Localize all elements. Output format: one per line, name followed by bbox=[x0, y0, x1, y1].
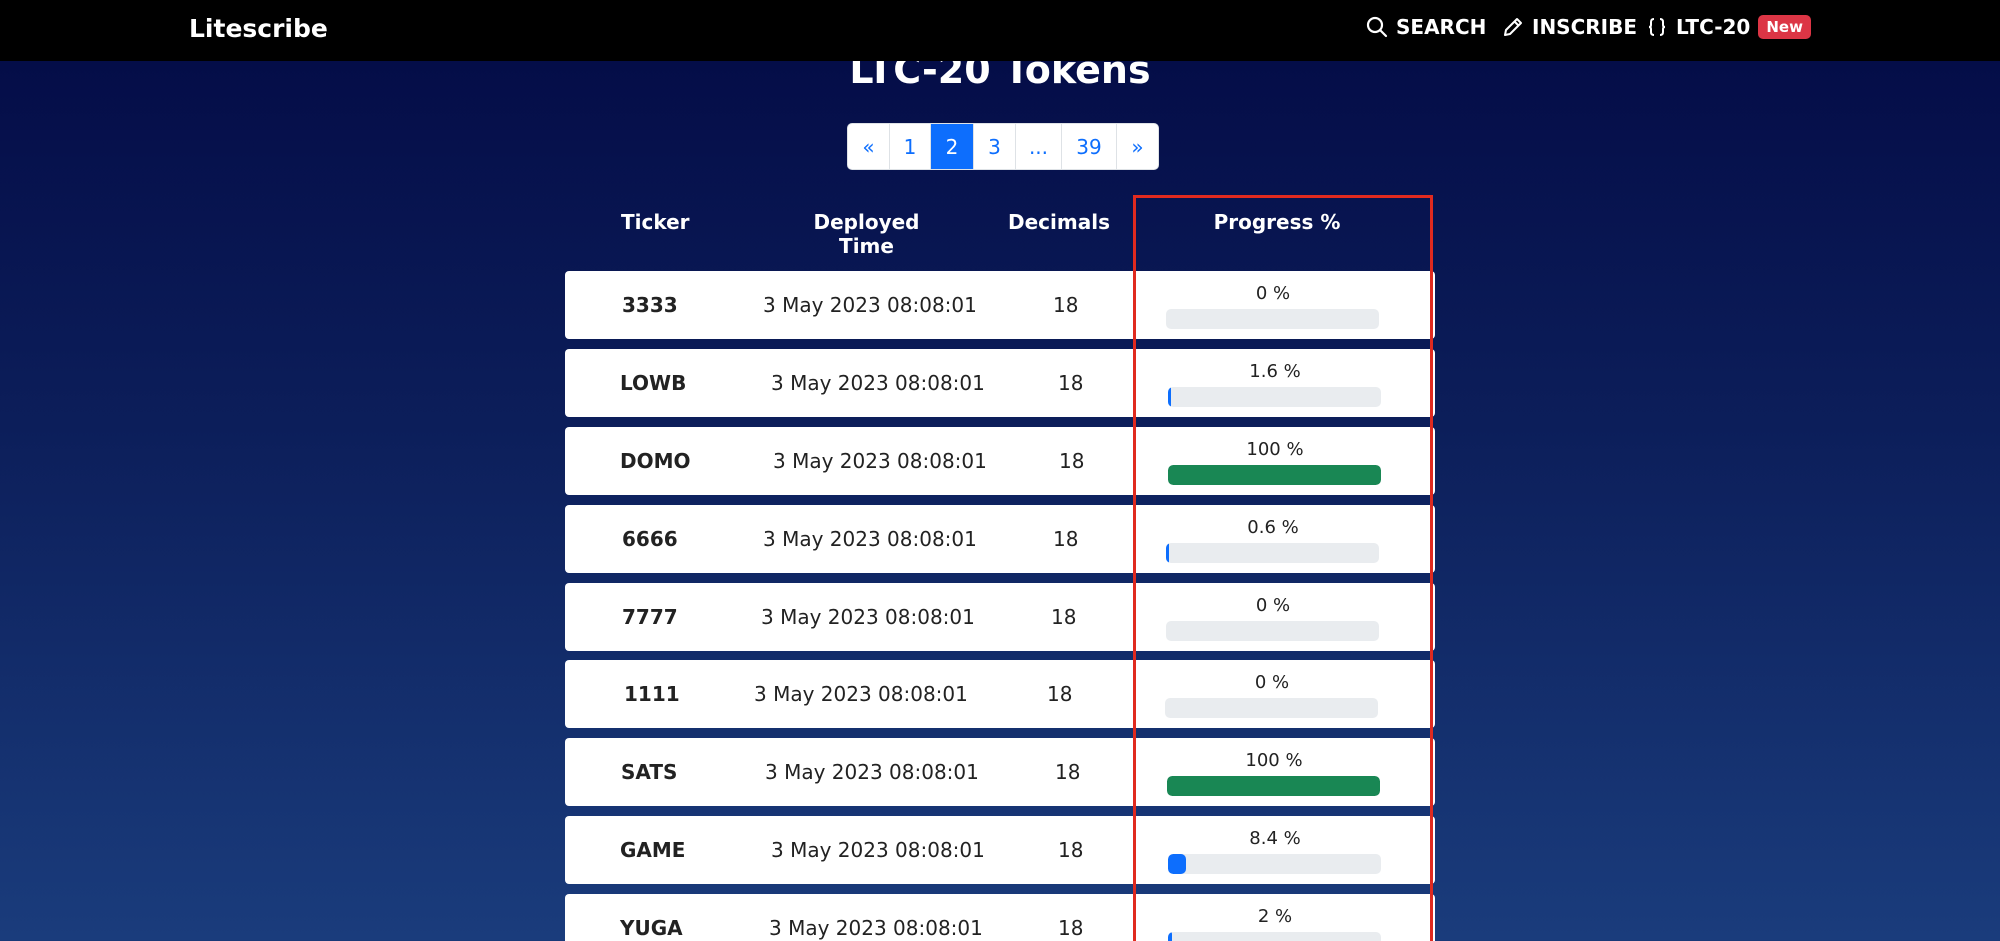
ticker-cell: DOMO bbox=[620, 449, 691, 473]
progress-bar bbox=[1168, 465, 1381, 485]
progress-bar bbox=[1168, 387, 1381, 407]
progress-label: 0 % bbox=[1254, 672, 1290, 693]
progress-bar-fill bbox=[1168, 932, 1173, 941]
progress-bar bbox=[1166, 621, 1379, 641]
deployed-time-cell: 3 May 2023 08:08:01 bbox=[771, 371, 985, 395]
progress-bar-fill bbox=[1167, 776, 1380, 796]
decimals-cell: 18 bbox=[1055, 760, 1081, 784]
ticker-cell: SATS bbox=[621, 760, 678, 784]
progress-label: 2 % bbox=[1257, 906, 1293, 927]
search-label: SEARCH bbox=[1396, 15, 1487, 39]
progress-bar-fill bbox=[1168, 387, 1172, 407]
table-row[interactable]: 7777 3 May 2023 08:08:01 18 0 % bbox=[565, 583, 1435, 651]
table-row[interactable]: SATS 3 May 2023 08:08:01 18 100 % bbox=[565, 738, 1435, 806]
progress-bar bbox=[1166, 543, 1379, 563]
table-row[interactable]: DOMO 3 May 2023 08:08:01 18 100 % bbox=[565, 427, 1435, 495]
brand-logo[interactable]: Litescribe bbox=[189, 14, 328, 43]
progress-label: 100 % bbox=[1246, 439, 1304, 460]
decimals-cell: 18 bbox=[1047, 682, 1073, 706]
inscribe-label: INSCRIBE bbox=[1532, 15, 1638, 39]
progress-label: 100 % bbox=[1245, 750, 1303, 771]
header-progress: Progress % bbox=[1213, 210, 1341, 234]
decimals-cell: 18 bbox=[1051, 605, 1077, 629]
deployed-time-cell: 3 May 2023 08:08:01 bbox=[754, 682, 968, 706]
ltc20-link[interactable]: LTC-20 New bbox=[1646, 15, 1811, 39]
deployed-time-cell: 3 May 2023 08:08:01 bbox=[773, 449, 987, 473]
decimals-cell: 18 bbox=[1053, 293, 1079, 317]
progress-label: 1.6 % bbox=[1249, 361, 1301, 382]
deployed-time-cell: 3 May 2023 08:08:01 bbox=[763, 527, 977, 551]
ticker-cell: 7777 bbox=[622, 605, 678, 629]
progress-bar-fill bbox=[1166, 543, 1169, 563]
inscribe-link[interactable]: INSCRIBE bbox=[1502, 15, 1637, 39]
decimals-cell: 18 bbox=[1058, 838, 1084, 862]
table-header: Ticker Deployed Time Decimals Progress % bbox=[0, 210, 2000, 258]
decimals-cell: 18 bbox=[1059, 449, 1085, 473]
deployed-time-cell: 3 May 2023 08:08:01 bbox=[771, 838, 985, 862]
pagination-page-1[interactable]: 1 bbox=[890, 124, 931, 169]
deployed-time-cell: 3 May 2023 08:08:01 bbox=[769, 916, 983, 940]
decimals-cell: 18 bbox=[1053, 527, 1079, 551]
deployed-time-cell: 3 May 2023 08:08:01 bbox=[763, 293, 977, 317]
ticker-cell: 6666 bbox=[622, 527, 678, 551]
progress-label: 0 % bbox=[1255, 595, 1291, 616]
ticker-cell: YUGA bbox=[620, 916, 683, 940]
progress-bar bbox=[1168, 932, 1381, 941]
pagination: « 1 2 3 ... 39 » bbox=[847, 123, 1159, 170]
deployed-time-cell: 3 May 2023 08:08:01 bbox=[765, 760, 979, 784]
progress-bar-fill bbox=[1168, 854, 1186, 874]
progress-bar bbox=[1167, 776, 1380, 796]
decimals-cell: 18 bbox=[1058, 916, 1084, 940]
table-row[interactable]: LOWB 3 May 2023 08:08:01 18 1.6 % bbox=[565, 349, 1435, 417]
search-icon bbox=[1366, 16, 1388, 38]
pagination-page-3[interactable]: 3 bbox=[974, 124, 1016, 169]
new-badge: New bbox=[1758, 15, 1811, 39]
search-link[interactable]: SEARCH bbox=[1366, 15, 1486, 39]
deployed-time-cell: 3 May 2023 08:08:01 bbox=[761, 605, 975, 629]
ticker-cell: GAME bbox=[620, 838, 686, 862]
header-decimals: Decimals bbox=[1008, 210, 1110, 234]
progress-label: 0 % bbox=[1255, 283, 1291, 304]
progress-bar bbox=[1165, 698, 1378, 718]
header-deployed-time: Deployed Time bbox=[813, 210, 920, 258]
pagination-next[interactable]: » bbox=[1131, 134, 1144, 159]
table-row[interactable]: 1111 3 May 2023 08:08:01 18 0 % bbox=[565, 660, 1435, 728]
progress-bar-fill bbox=[1168, 465, 1381, 485]
braces-icon bbox=[1648, 18, 1666, 36]
table-row[interactable]: 6666 3 May 2023 08:08:01 18 0.6 % bbox=[565, 505, 1435, 573]
ticker-cell: 3333 bbox=[622, 293, 678, 317]
pagination-page-39[interactable]: 39 bbox=[1062, 124, 1117, 169]
progress-bar bbox=[1166, 309, 1379, 329]
table-row[interactable]: YUGA 3 May 2023 08:08:01 18 2 % bbox=[565, 894, 1435, 941]
progress-label: 8.4 % bbox=[1249, 828, 1301, 849]
ltc20-label: LTC-20 bbox=[1676, 15, 1751, 39]
pagination-page-2[interactable]: 2 bbox=[931, 124, 974, 169]
table-row[interactable]: GAME 3 May 2023 08:08:01 18 8.4 % bbox=[565, 816, 1435, 884]
navbar: Litescribe SEARCH INSCRIBE LTC-20 New bbox=[0, 0, 2000, 61]
header-ticker: Ticker bbox=[621, 210, 690, 234]
progress-bar bbox=[1168, 854, 1381, 874]
ticker-cell: 1111 bbox=[624, 682, 680, 706]
ticker-cell: LOWB bbox=[620, 371, 687, 395]
pagination-ellipsis: ... bbox=[1016, 124, 1062, 169]
progress-label: 0.6 % bbox=[1247, 517, 1299, 538]
table-row[interactable]: 3333 3 May 2023 08:08:01 18 0 % bbox=[565, 271, 1435, 339]
decimals-cell: 18 bbox=[1058, 371, 1084, 395]
pencil-icon bbox=[1504, 18, 1522, 36]
pagination-prev[interactable]: « bbox=[848, 124, 890, 169]
